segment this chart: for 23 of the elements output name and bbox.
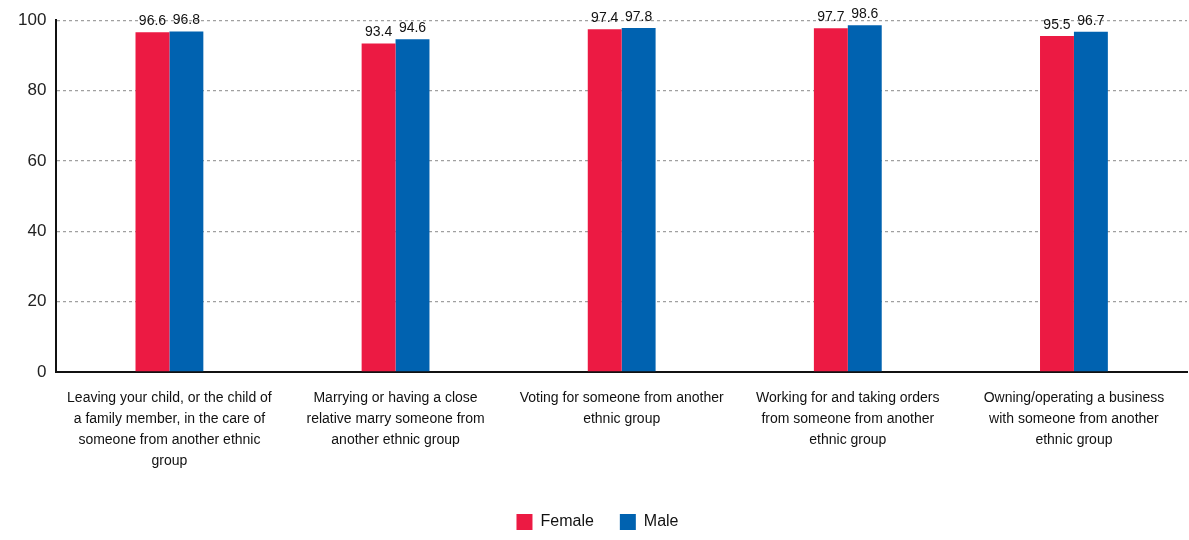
y-tick-label: 40: [27, 220, 47, 240]
y-tick-label: 20: [27, 291, 47, 311]
data-label: 98.6: [851, 4, 879, 21]
data-label: 96.6: [138, 12, 167, 29]
data-label: 95.5: [1043, 15, 1071, 32]
y-tick-label: 80: [27, 80, 47, 100]
data-label: 96.8: [172, 11, 201, 28]
legend-label: Female: [540, 512, 594, 530]
data-label: 96.7: [1077, 11, 1105, 28]
data-label: 97.8: [625, 7, 653, 24]
data-label: 93.4: [364, 23, 393, 40]
data-label: 97.4: [591, 9, 619, 26]
legend-label: Male: [643, 512, 679, 530]
data-label: 94.6: [398, 19, 427, 36]
y-tick-label: 0: [36, 361, 47, 381]
data-label: 97.7: [817, 8, 845, 25]
x-tick-label: Working for and taking orders from someone from another ethnic group: [756, 389, 940, 448]
x-tick-label: Voting for someone from another ethnic group: [519, 389, 724, 427]
x-tick-label: Leaving your child, or the child of a family member, in the care of someone from another ethnic group: [67, 389, 272, 469]
y-tick-label: 60: [27, 150, 47, 170]
y-tick-label: 100: [17, 9, 47, 29]
x-tick-label: Owning/operating a business with someone from another ethnic group: [983, 389, 1165, 448]
x-tick-label: Marrying or having a close relative marry someone from another ethnic group: [306, 389, 485, 448]
